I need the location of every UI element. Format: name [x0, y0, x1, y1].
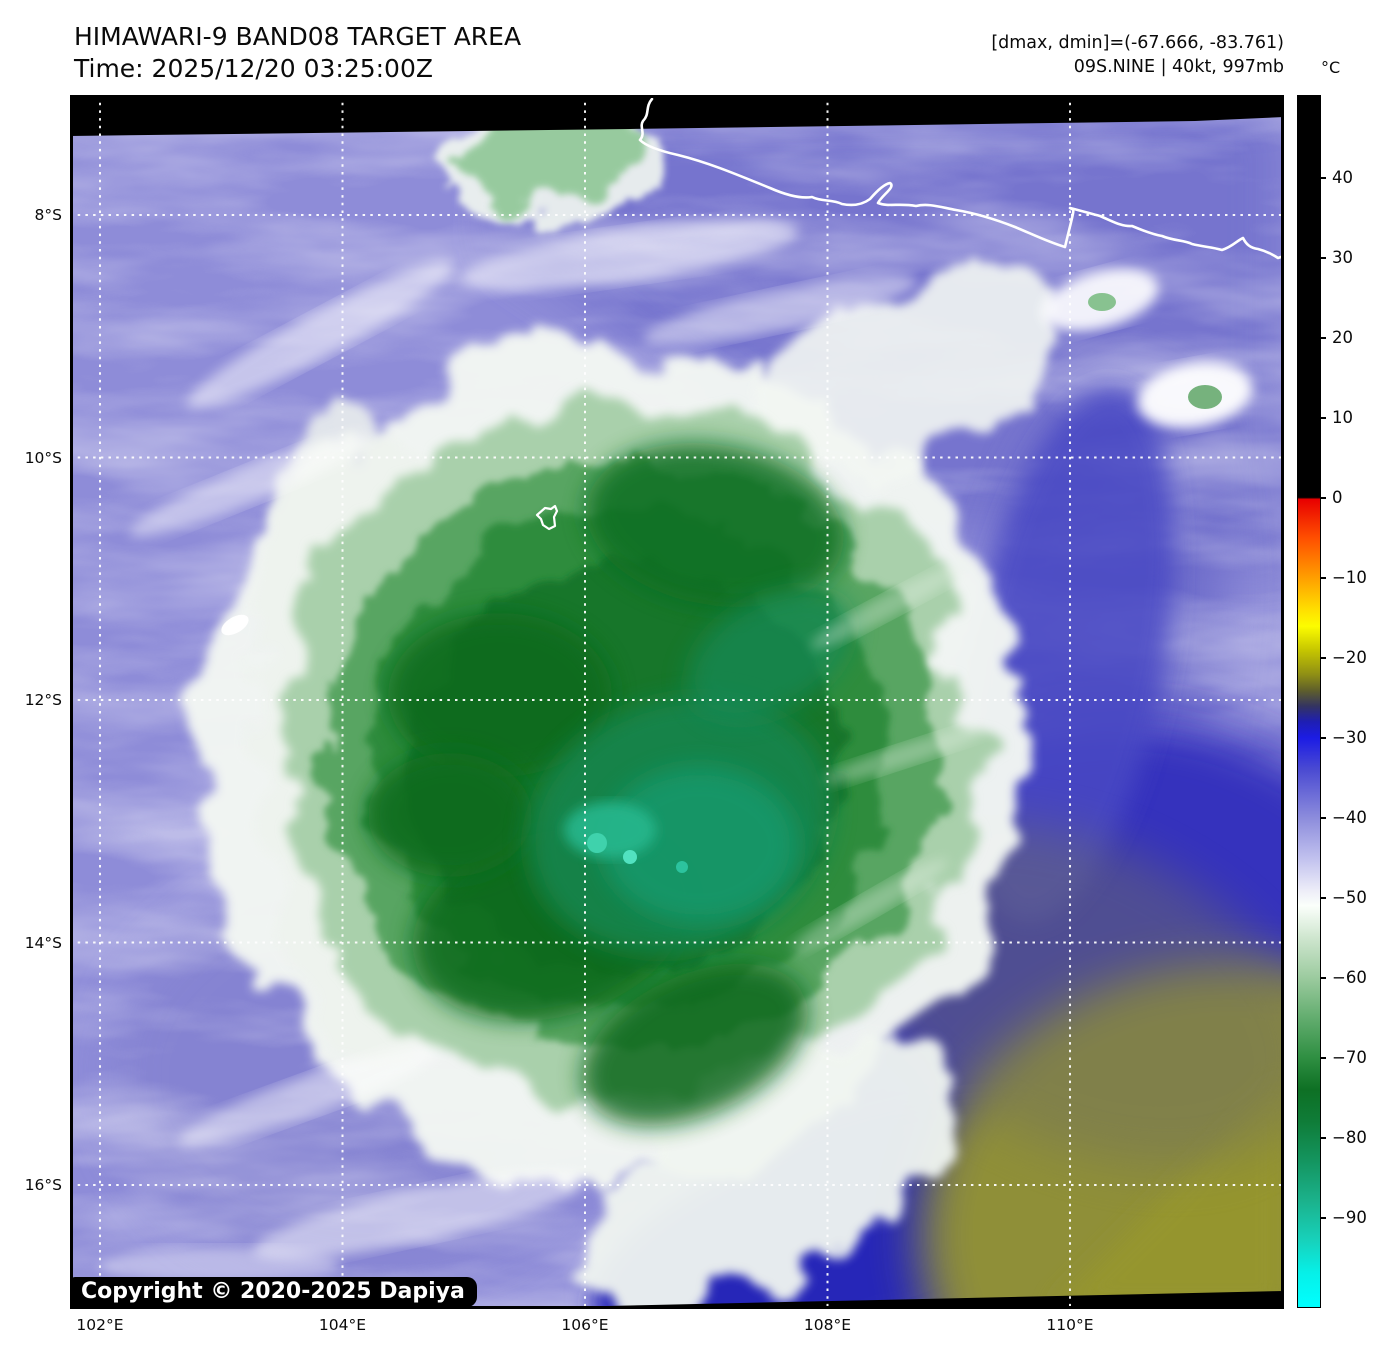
feather-streaks	[791, 561, 986, 952]
colorbar-tick-mark	[1321, 657, 1326, 659]
no-data-band-bottom	[70, 1291, 1284, 1309]
scattered-clouds	[100, 109, 1253, 1283]
colorbar-tick-mark	[1321, 497, 1326, 499]
colorbar-unit-label: °C	[1321, 58, 1341, 77]
y-axis-tick-label: 12°S	[24, 691, 62, 709]
copyright-badge: Copyright © 2020-2025 Dapiya	[71, 1277, 477, 1307]
storm-id-intensity: 09S.NINE | 40kt, 997mb	[1073, 57, 1284, 77]
colorbar-tick-label: −10	[1332, 568, 1367, 587]
x-axis-tick-label: 108°E	[803, 1316, 852, 1334]
coldest-cloud-top-teal-core	[528, 589, 853, 954]
island-outline	[535, 504, 559, 531]
y-axis-tick-label: 14°S	[24, 933, 62, 952]
colorbar-tick-mark	[1321, 897, 1326, 899]
colorbar-tick-label: −90	[1332, 1208, 1367, 1227]
colorbar-tick-label: −50	[1332, 888, 1367, 907]
satellite-image	[70, 95, 1284, 1309]
graticule-gridlines	[70, 95, 1284, 1309]
colorbar-tick-label: −80	[1332, 1128, 1367, 1147]
x-axis-tick-label: 102°E	[76, 1316, 124, 1334]
colorbar-tick-mark	[1321, 737, 1326, 739]
colorbar-tick-mark	[1321, 417, 1326, 419]
dmax-dmin-readout: [dmax, dmin]=(-67.666, -83.761)	[991, 33, 1284, 53]
x-axis-tick-label: 106°E	[561, 1316, 609, 1334]
colorbar-tick-mark	[1321, 1137, 1326, 1139]
colorbar-tick-label: 0	[1332, 488, 1343, 507]
x-axis-tick-label: 104°E	[318, 1316, 367, 1334]
colorbar-tick-mark	[1321, 337, 1326, 339]
colorbar-tick-mark	[1321, 577, 1326, 579]
colorbar-tick-mark	[1321, 1217, 1326, 1219]
colorbar-tick-mark	[1321, 817, 1326, 819]
colorbar-tick-label: −30	[1332, 728, 1367, 747]
cyclone-cloud-mass	[200, 275, 1062, 1309]
x-axis-tick-label: 110°E	[1046, 1316, 1094, 1334]
colorbar-tick-mark	[1321, 177, 1326, 179]
timestamp-line: Time: 2025/12/20 03:25:00Z	[74, 54, 433, 83]
colorbar-tick-mark	[1321, 257, 1326, 259]
satellite-map	[70, 95, 1284, 1309]
colorbar	[1297, 95, 1321, 1308]
coastline	[638, 97, 1284, 260]
no-data-band-top	[70, 95, 1284, 136]
y-axis-tick-label: 10°S	[24, 448, 62, 467]
colorbar-tick-label: −60	[1332, 968, 1367, 987]
colorbar-tick-label: 10	[1332, 408, 1353, 427]
colorbar-tick-label: −20	[1332, 648, 1367, 667]
colorbar-tick-mark	[1321, 977, 1326, 979]
colorbar-tick-mark	[1321, 1057, 1326, 1059]
y-axis-tick-label: 8°S	[34, 206, 62, 224]
colorbar-tick-label: 40	[1332, 168, 1353, 187]
colorbar-tick-label: −40	[1332, 808, 1367, 827]
y-axis-tick-label: 16°S	[24, 1176, 62, 1194]
colorbar-tick-label: 20	[1332, 328, 1353, 347]
colorbar-tick-label: 30	[1332, 248, 1353, 267]
map-border	[70, 95, 1284, 1309]
colorbar-tick-label: −70	[1332, 1048, 1367, 1067]
page-title: HIMAWARI-9 BAND08 TARGET AREA	[74, 22, 522, 51]
